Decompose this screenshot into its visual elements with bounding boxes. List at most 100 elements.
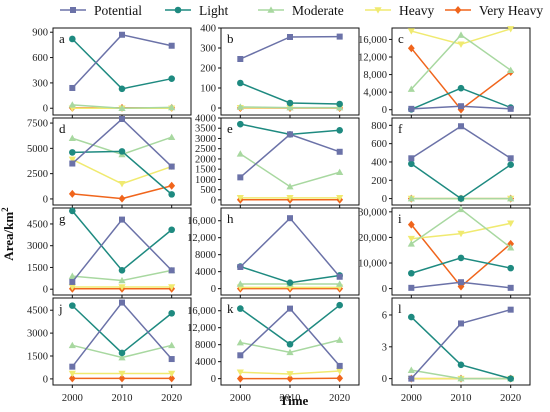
- y-tick-label: 16,000: [187, 216, 216, 227]
- data-point: [236, 338, 244, 346]
- series-potential: [69, 299, 175, 370]
- y-tick-label: 3500: [195, 124, 216, 135]
- data-point: [286, 104, 294, 111]
- legend-label-light: Light: [199, 3, 228, 18]
- legend: Potential Light Moderate Heavy Very Heavy: [60, 3, 543, 18]
- data-point: [119, 216, 125, 223]
- panel-label: d: [59, 121, 66, 136]
- legend-item-heavy: Heavy: [365, 3, 434, 18]
- data-point: [68, 101, 76, 108]
- data-point: [336, 148, 343, 155]
- data-point: [118, 104, 126, 112]
- y-tick-label: 30,000: [358, 207, 387, 218]
- panel-label: f: [398, 121, 403, 136]
- series-line: [71, 33, 172, 89]
- data-point: [286, 371, 294, 378]
- data-point: [457, 361, 465, 369]
- series-heavy: [407, 220, 515, 243]
- data-point: [457, 31, 465, 38]
- data-point: [507, 155, 514, 162]
- panel-i: 0 10,000 20,000 30,000 i: [358, 205, 531, 298]
- legend-label-moderate: Moderate: [292, 3, 344, 18]
- data-point: [408, 155, 415, 162]
- y-tick-label: 200: [371, 176, 387, 187]
- data-point: [408, 284, 415, 291]
- data-point: [457, 195, 465, 202]
- series-line: [71, 38, 172, 90]
- data-point: [336, 168, 344, 176]
- legend-marker-moderate: [267, 6, 275, 13]
- data-point: [407, 44, 415, 53]
- y-tick-label: 3000: [27, 241, 48, 252]
- y-tick-label: 0: [382, 374, 387, 385]
- data-point: [507, 161, 514, 169]
- x-tick-label: 2020: [500, 393, 521, 404]
- legend-marker-potential: [70, 7, 76, 13]
- series-potential: [237, 33, 343, 62]
- data-point: [168, 181, 176, 190]
- data-point: [236, 195, 244, 202]
- series-light: [237, 301, 343, 348]
- data-point: [457, 230, 465, 238]
- data-point: [457, 41, 465, 48]
- y-tick-label: 12,000: [187, 323, 216, 334]
- data-point: [336, 273, 343, 280]
- y-tick-label: 300: [32, 78, 48, 89]
- data-point: [507, 244, 515, 251]
- data-point: [407, 240, 415, 247]
- data-point: [408, 375, 415, 382]
- legend-label-heavy: Heavy: [399, 3, 434, 18]
- data-point: [236, 103, 244, 110]
- data-point: [69, 302, 76, 309]
- data-point: [286, 348, 294, 356]
- series-light: [69, 302, 175, 357]
- y-tick-label: 12,000: [358, 53, 387, 64]
- data-point: [336, 336, 344, 343]
- series-light: [408, 160, 514, 202]
- data-point: [168, 374, 176, 383]
- series-very-heavy: [68, 374, 176, 383]
- series-line: [71, 158, 172, 185]
- panel-f: 0 200 400 600 800 f: [371, 117, 531, 208]
- series-moderate: [68, 101, 176, 112]
- y-tick-label: 10,000: [358, 259, 387, 270]
- y-tick-label: 4500: [27, 219, 48, 230]
- data-point: [168, 191, 175, 198]
- data-point: [237, 174, 244, 181]
- series-potential: [69, 31, 175, 91]
- y-tick-label: 5000: [27, 144, 48, 155]
- series-line: [239, 153, 340, 188]
- y-tick-label: 2500: [195, 144, 216, 155]
- y-tick-label: 800: [371, 121, 387, 132]
- data-point: [507, 284, 514, 291]
- y-tick-label: 0: [211, 284, 216, 295]
- y-tick-label: 2000: [195, 154, 216, 165]
- y-tick-label: 16,000: [187, 306, 216, 317]
- legend-item-very-heavy: Very Heavy: [445, 3, 543, 18]
- data-point: [118, 194, 126, 203]
- series-line: [239, 133, 340, 178]
- series-line: [410, 125, 512, 159]
- data-point: [458, 123, 464, 130]
- y-tick-label: 3000: [195, 134, 216, 145]
- data-point: [168, 309, 175, 317]
- data-point: [118, 85, 126, 93]
- data-point: [507, 26, 515, 33]
- panel-label: l: [398, 301, 402, 316]
- data-point: [407, 28, 415, 35]
- data-point: [168, 341, 176, 349]
- panel-g: 0 1500 3000 4500 g: [27, 207, 192, 298]
- data-point: [336, 280, 344, 287]
- data-point: [336, 100, 343, 108]
- data-point: [336, 33, 343, 40]
- y-tick-label: 600: [371, 139, 387, 150]
- data-point: [69, 160, 76, 167]
- y-tick-label: 0: [211, 374, 216, 385]
- y-tick-label: 16,000: [358, 35, 387, 46]
- data-point: [118, 349, 126, 357]
- data-point: [407, 220, 415, 229]
- data-point: [69, 35, 76, 43]
- data-point: [168, 103, 176, 111]
- x-tick-label: 2010: [112, 393, 133, 404]
